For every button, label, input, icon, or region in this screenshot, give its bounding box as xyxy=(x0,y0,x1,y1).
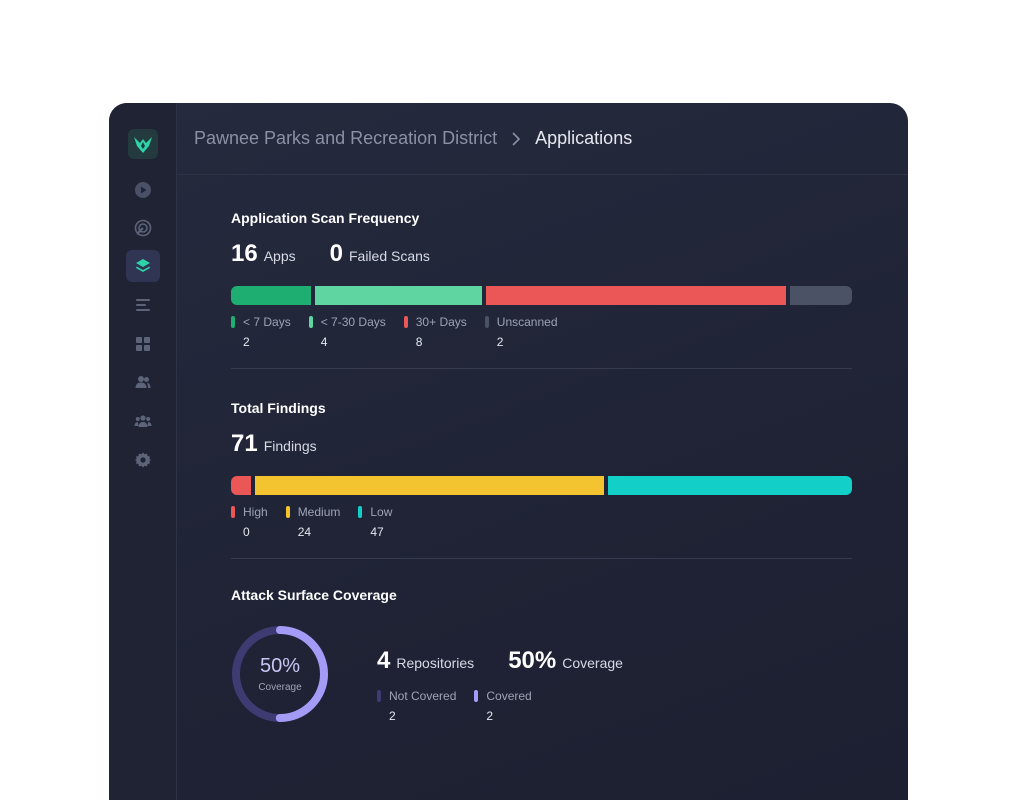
legend-swatch xyxy=(474,690,479,702)
legend-swatch xyxy=(308,316,313,328)
legend-label: Unscanned xyxy=(496,315,558,329)
findings-bar xyxy=(231,476,852,495)
legend-item: Low 47 xyxy=(358,505,392,539)
legend-count: 0 xyxy=(243,525,250,539)
ring-percent: 50% xyxy=(259,655,301,677)
section-title: Attack Surface Coverage xyxy=(231,587,397,603)
legend-label: < 7-30 Days xyxy=(320,315,386,329)
section-title: Total Findings xyxy=(231,400,326,416)
legend-swatch xyxy=(484,316,489,328)
legend-item: Unscanned 2 xyxy=(484,315,558,349)
legend-swatch xyxy=(231,316,235,328)
scan-frequency-bar xyxy=(231,286,852,305)
legend-item: < 7 Days 2 xyxy=(231,315,291,349)
ring-label: Coverage xyxy=(258,682,302,693)
repositories-count: 4 xyxy=(377,647,391,674)
scan-frequency-legend: < 7 Days 2 < 7-30 Days 4 30+ Days 8 Unscanned 2 xyxy=(231,315,852,349)
legend-count: 4 xyxy=(320,335,328,349)
gear-icon xyxy=(135,452,151,468)
header: Pawnee Parks and Recreation District App… xyxy=(178,103,908,175)
legend-swatch xyxy=(231,506,235,518)
legend-swatch xyxy=(403,316,408,328)
legend-item: Not Covered 2 xyxy=(377,689,456,723)
failed-scans-count: 0 xyxy=(329,240,343,267)
sidebar-item-list[interactable] xyxy=(126,289,160,321)
list-icon xyxy=(136,299,150,311)
repositories-label: Repositories xyxy=(396,655,475,671)
legend-label: High xyxy=(243,505,268,519)
legend-count: 2 xyxy=(389,709,396,723)
breadcrumb-org[interactable]: Pawnee Parks and Recreation District xyxy=(194,128,498,148)
bar-segment-high[interactable] xyxy=(231,476,252,495)
grid-icon xyxy=(136,337,150,351)
divider xyxy=(231,558,852,559)
logo-icon[interactable] xyxy=(128,129,158,159)
legend-count: 2 xyxy=(243,335,250,349)
coverage-label: Coverage xyxy=(562,655,623,671)
failed-scans-label: Failed Scans xyxy=(348,248,430,264)
legend-item: 30+ Days 8 xyxy=(403,315,467,349)
legend-label: Covered xyxy=(486,689,532,703)
sidebar-item-dashboard[interactable] xyxy=(126,328,160,360)
bar-segment-7-days[interactable] xyxy=(231,286,312,305)
legend-count: 2 xyxy=(486,709,494,723)
sidebar-item-settings[interactable] xyxy=(126,444,160,476)
sidebar-item-radar[interactable] xyxy=(126,212,160,244)
bar-segment-medium[interactable] xyxy=(255,476,604,495)
coverage-legend: Not Covered 2 Covered 2 xyxy=(377,689,657,723)
play-circle-icon xyxy=(135,182,151,198)
bar-segment-low[interactable] xyxy=(607,476,852,495)
legend-label: Not Covered xyxy=(389,689,457,703)
scan-frequency-section: Application Scan Frequency 16 Apps 0 Fai… xyxy=(231,175,852,349)
legend-label: 30+ Days xyxy=(415,315,467,329)
coverage-ring: 50% Coverage xyxy=(231,625,329,723)
ring-fill xyxy=(232,626,328,722)
apps-label: Apps xyxy=(263,248,296,264)
sidebar-item-team[interactable] xyxy=(126,405,160,437)
radar-icon xyxy=(134,219,152,237)
legend-item: < 7-30 Days 4 xyxy=(308,315,386,349)
legend-label: Medium xyxy=(297,505,341,519)
bar-segment-30-plus-days[interactable] xyxy=(485,286,786,305)
legend-count: 47 xyxy=(370,525,384,539)
apps-count: 16 xyxy=(231,240,258,267)
breadcrumb-current: Applications xyxy=(535,128,633,148)
legend-swatch xyxy=(285,506,290,518)
sidebar-item-applications[interactable] xyxy=(126,250,160,282)
legend-item: High 0 xyxy=(231,505,268,539)
app-window: Pawnee Parks and Recreation District App… xyxy=(109,103,908,800)
legend-swatch xyxy=(377,690,381,702)
legend-count: 2 xyxy=(496,335,504,349)
sidebar xyxy=(109,103,177,800)
legend-count: 24 xyxy=(297,525,312,539)
findings-legend: High 0 Medium 24 Low 47 xyxy=(231,505,852,539)
legend-count: 8 xyxy=(415,335,423,349)
sidebar-item-users[interactable] xyxy=(126,366,160,398)
main-content: Application Scan Frequency 16 Apps 0 Fai… xyxy=(231,175,852,723)
coverage-section: Attack Surface Coverage 50% Coverage 4 xyxy=(231,559,852,723)
findings-count: 71 xyxy=(231,430,258,457)
legend-swatch xyxy=(358,506,363,518)
bar-segment-unscanned[interactable] xyxy=(789,286,852,305)
legend-label: < 7 Days xyxy=(243,315,291,329)
findings-label: Findings xyxy=(263,438,317,454)
bar-segment-7-30-days[interactable] xyxy=(315,286,482,305)
team-icon xyxy=(134,415,152,427)
sidebar-item-play[interactable] xyxy=(126,174,160,206)
divider xyxy=(231,368,852,369)
coverage-percent: 50% xyxy=(508,647,557,674)
legend-item: Covered 2 xyxy=(474,689,532,723)
chevron-right-icon xyxy=(511,131,521,146)
legend-item: Medium 24 xyxy=(285,505,341,539)
section-title: Application Scan Frequency xyxy=(231,210,420,226)
users-icon xyxy=(135,376,151,388)
layers-icon xyxy=(136,259,150,272)
findings-section: Total Findings 71 Findings High 0 Medium 24… xyxy=(231,369,852,539)
legend-label: Low xyxy=(370,505,393,519)
